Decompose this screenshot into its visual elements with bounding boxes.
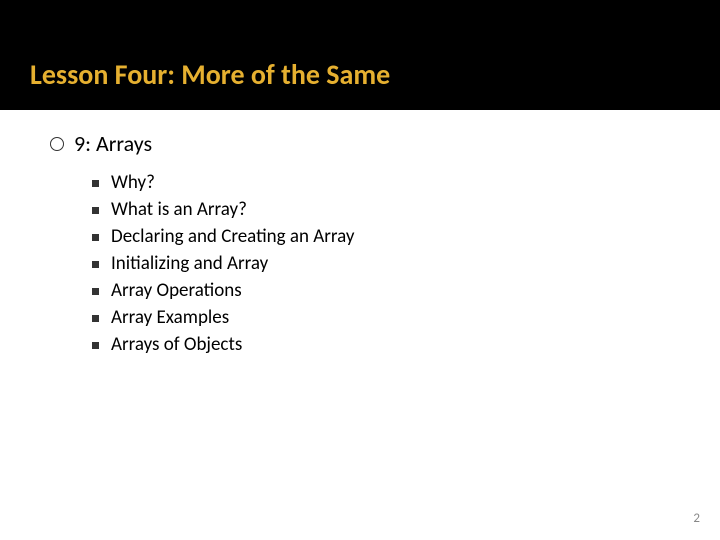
list-item: Array Operations (92, 279, 670, 302)
square-bullet-icon (92, 342, 99, 349)
list-item-text: Declaring and Creating an Array (111, 225, 354, 248)
list-item-text: What is an Array? (111, 198, 247, 221)
square-bullet-icon (92, 234, 99, 241)
list-item: Declaring and Creating an Array (92, 225, 670, 248)
list-item: Initializing and Array (92, 252, 670, 275)
list-item: Arrays of Objects (92, 333, 670, 356)
title-bar: Lesson Four: More of the Same (0, 0, 720, 110)
square-bullet-icon (92, 288, 99, 295)
slide-content: 9: Arrays Why? What is an Array? Declari… (0, 110, 720, 356)
circle-bullet-icon (50, 137, 64, 151)
page-number: 2 (693, 511, 700, 526)
list-item-text: Arrays of Objects (111, 333, 242, 356)
list-item-text: Initializing and Array (111, 252, 268, 275)
square-bullet-icon (92, 207, 99, 214)
list-item-text: Array Operations (111, 279, 242, 302)
slide-title: Lesson Four: More of the Same (30, 57, 390, 92)
list-item-text: Array Examples (111, 306, 229, 329)
list-item: Array Examples (92, 306, 670, 329)
section-heading: 9: Arrays (50, 130, 670, 157)
list-item-text: Why? (111, 171, 155, 194)
list-item: Why? (92, 171, 670, 194)
item-list: Why? What is an Array? Declaring and Cre… (50, 165, 670, 356)
square-bullet-icon (92, 261, 99, 268)
list-item: What is an Array? (92, 198, 670, 221)
square-bullet-icon (92, 315, 99, 322)
square-bullet-icon (92, 180, 99, 187)
section-label: 9: Arrays (74, 130, 152, 157)
